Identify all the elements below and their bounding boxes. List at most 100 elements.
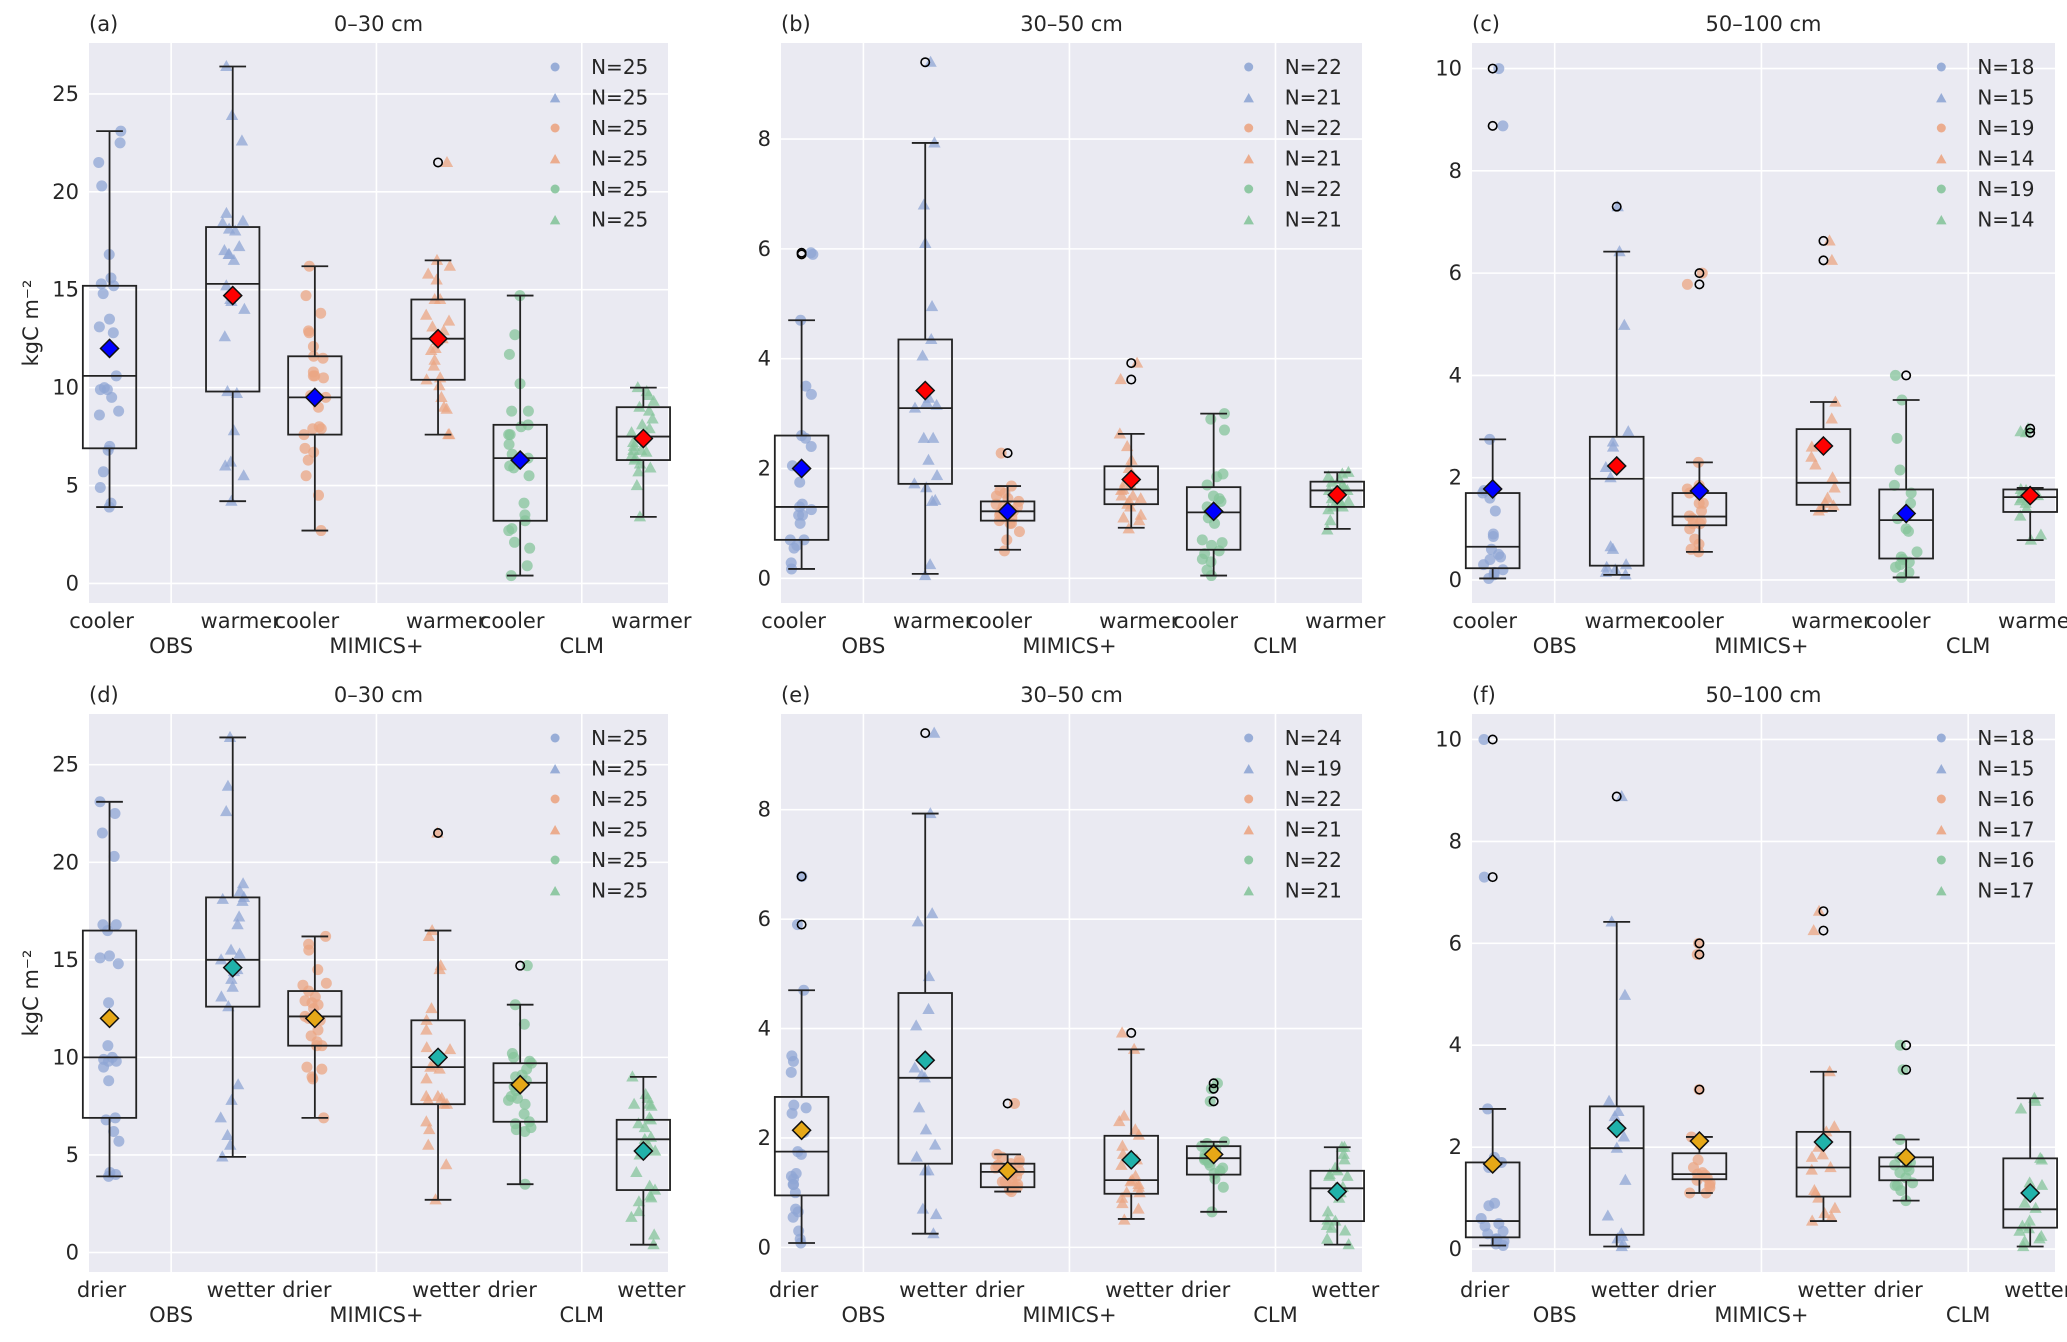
data-point-circle [114, 137, 126, 149]
x-group-label: CLM [560, 634, 604, 658]
iqr-box [615, 406, 671, 461]
mean-marker [304, 1008, 325, 1029]
data-point-triangle [1329, 1161, 1342, 1173]
legend-marker-triangle [1936, 154, 1947, 164]
data-point-circle [503, 438, 515, 450]
panel-label: (d) [89, 683, 119, 707]
data-point-triangle [1610, 1141, 1624, 1153]
data-point-circle [519, 1098, 531, 1110]
data-point-triangle [1327, 500, 1340, 512]
x-tick-label-cooler: cooler [480, 609, 545, 633]
legend-label: N=25 [591, 147, 648, 171]
iqr-box [1185, 486, 1242, 551]
box-obs-warmer [1588, 200, 1645, 580]
data-point-triangle [1117, 511, 1130, 523]
data-point-triangle [910, 1150, 923, 1162]
x-tick-label-wetter: wetter [2004, 1278, 2067, 1302]
legend-label: N=25 [591, 879, 648, 903]
y-tick-label: 10 [52, 376, 79, 400]
data-point-circle [1903, 566, 1915, 578]
mean-marker [222, 285, 243, 306]
legend-label: N=16 [1977, 848, 2034, 872]
data-point-triangle [433, 1062, 446, 1074]
data-point-triangle [927, 1227, 940, 1239]
legend-marker-triangle [1243, 215, 1254, 225]
x-tick-label-wetter: wetter [1591, 1278, 1659, 1302]
data-point-triangle [917, 431, 930, 443]
box-clm-wetter [2002, 1091, 2058, 1252]
mean-marker [99, 338, 120, 359]
x-tick-label-wetter: wetter [1311, 1278, 1379, 1302]
iqr-box [1588, 1105, 1645, 1236]
panel-label: (a) [89, 12, 118, 36]
data-point-triangle [429, 341, 442, 354]
data-point-triangle [221, 385, 234, 397]
data-point-triangle [440, 1097, 454, 1109]
mean-marker [1121, 1149, 1142, 1170]
data-point-triangle [912, 1101, 926, 1113]
data-point-triangle [1342, 1238, 1355, 1250]
data-point-triangle [420, 1013, 433, 1025]
mean-marker [1327, 484, 1348, 505]
data-point-triangle [930, 398, 943, 410]
iqr-box [615, 1118, 671, 1191]
data-point-circle [522, 405, 534, 417]
iqr-box [1103, 465, 1159, 506]
data-point-circle [299, 995, 311, 1007]
data-point-triangle [238, 302, 251, 314]
box-clm-drier [1878, 1039, 1934, 1207]
data-point-circle [96, 827, 108, 839]
y-tick-label: 4 [758, 347, 771, 371]
data-point-triangle [1129, 1123, 1142, 1135]
legend-label: N=22 [1285, 55, 1342, 79]
data-point-circle [800, 1102, 812, 1114]
data-point-triangle [1808, 1183, 1821, 1196]
data-point-circle [1199, 548, 1211, 560]
mean-marker [791, 458, 812, 479]
data-point-triangle [225, 494, 238, 506]
y-tick-label: 4 [758, 1017, 771, 1041]
data-point-triangle [1807, 924, 1820, 936]
data-point-triangle [1115, 1158, 1128, 1170]
mean-marker [997, 501, 1018, 522]
data-point-triangle [220, 206, 233, 218]
data-point-circle [97, 466, 109, 478]
data-point-triangle [1120, 440, 1134, 452]
x-tick-label-drier: drier [1873, 1278, 1923, 1302]
outlier-marker [433, 828, 444, 839]
data-point-circle [302, 454, 314, 466]
data-point-circle [93, 409, 105, 421]
data-point-circle [805, 441, 817, 453]
box-mimics+-drier [287, 930, 343, 1124]
data-point-triangle [1325, 1221, 1339, 1233]
outlier-marker [1901, 1064, 1912, 1075]
iqr-box [287, 355, 343, 436]
x-tick-label-drier: drier [975, 1278, 1025, 1302]
box-clm-warmer [615, 381, 671, 522]
data-point-triangle [1619, 1173, 1632, 1185]
legend-label: N=25 [591, 86, 648, 110]
data-point-triangle [233, 240, 246, 252]
data-point-triangle [218, 330, 231, 342]
mean-marker [1689, 480, 1710, 502]
box-clm-wetter [615, 1070, 671, 1250]
y-tick-label: 0 [1449, 568, 1462, 592]
data-point-circle [510, 1124, 522, 1136]
data-point-triangle [633, 510, 647, 522]
data-point-triangle [1606, 435, 1620, 447]
data-point-triangle [1338, 1224, 1352, 1236]
data-point-circle [1691, 949, 1703, 961]
mean-marker [1606, 455, 1627, 477]
data-point-triangle [422, 929, 436, 941]
legend-label: N=21 [1285, 208, 1342, 232]
data-point-triangle [632, 465, 645, 477]
data-point-circle [1013, 1165, 1025, 1177]
data-point-triangle [422, 1138, 435, 1150]
data-point-circle [97, 288, 109, 300]
data-point-triangle [648, 1144, 662, 1156]
data-point-triangle [221, 779, 235, 791]
data-point-triangle [1602, 1094, 1616, 1106]
data-point-triangle [1805, 1163, 1818, 1175]
data-point-circle [108, 850, 120, 862]
